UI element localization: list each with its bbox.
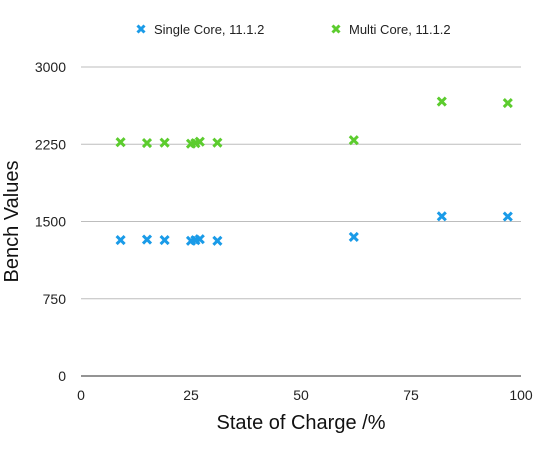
legend-item-multi-core: Multi Core, 11.1.2 (331, 22, 451, 37)
x-tick-label: 100 (509, 387, 533, 403)
data-point (348, 135, 359, 146)
legend-marker-single-core (136, 24, 146, 34)
x-tick-label: 50 (293, 387, 309, 403)
gridlines (81, 66, 521, 377)
x-tick-labels: 0 25 50 75 100 (77, 387, 533, 403)
legend-marker-multi-core (331, 24, 341, 34)
data-point (141, 234, 153, 245)
data-point (115, 137, 126, 148)
data-point (115, 234, 126, 246)
data-point (348, 231, 359, 243)
y-tick-label: 3000 (35, 59, 66, 75)
data-point (502, 97, 513, 109)
legend-label-single-core: Single Core, 11.1.2 (154, 22, 264, 37)
data-point (436, 96, 447, 107)
x-tick-label: 0 (77, 387, 85, 403)
data-point (212, 235, 223, 246)
y-tick-labels: 0 750 1500 2250 3000 (35, 59, 66, 384)
y-tick-label: 0 (58, 368, 66, 384)
data-point (194, 136, 205, 147)
legend-label-multi-core: Multi Core, 11.1.2 (349, 22, 451, 37)
x-axis-title: State of Charge /% (217, 412, 386, 434)
series-multi-core (115, 96, 513, 149)
y-tick-label: 750 (43, 291, 67, 307)
data-points (115, 96, 513, 246)
x-tick-label: 75 (403, 387, 419, 403)
legend-item-single-core: Single Core, 11.1.2 (136, 22, 264, 37)
data-point (212, 137, 223, 148)
series-single-core (115, 211, 513, 246)
y-axis-title: Bench Values (1, 161, 23, 283)
data-point (159, 137, 170, 148)
y-tick-label: 1500 (35, 214, 66, 230)
data-point (159, 234, 170, 246)
data-point (436, 211, 447, 222)
legend: Single Core, 11.1.2 Multi Core, 11.1.2 (136, 22, 451, 37)
data-point (194, 234, 205, 245)
y-tick-label: 2250 (35, 136, 66, 152)
x-tick-label: 25 (183, 387, 199, 403)
data-point (502, 211, 513, 222)
data-point (141, 137, 153, 149)
